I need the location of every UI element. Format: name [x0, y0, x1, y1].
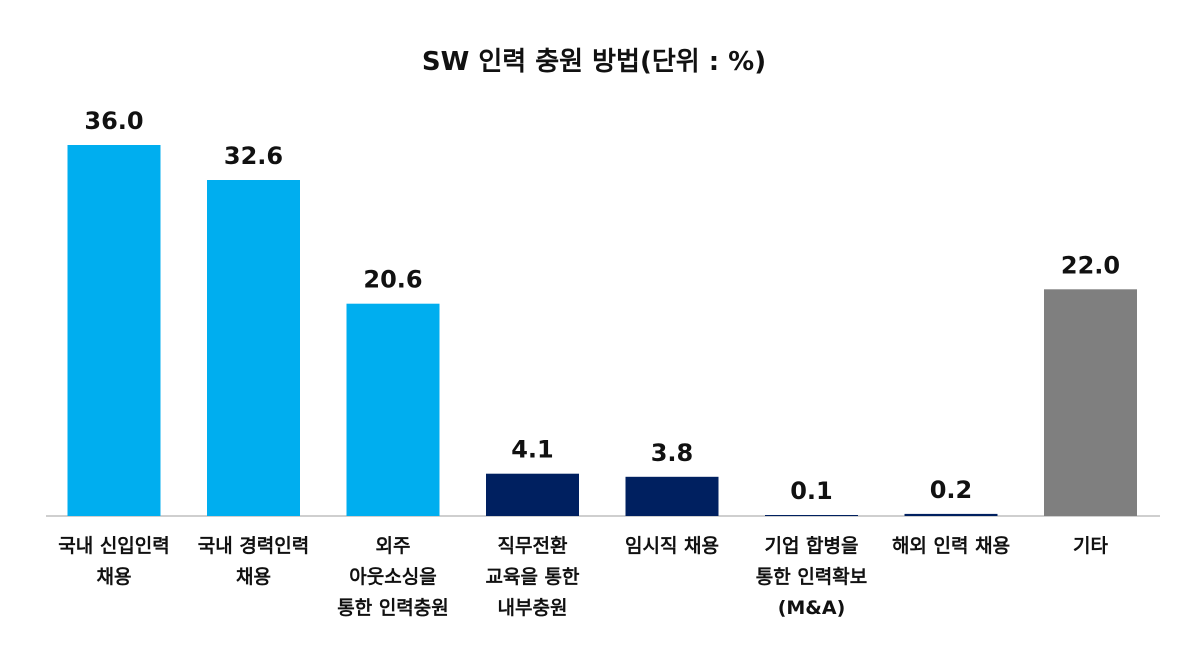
- value-label-3: 4.1: [511, 436, 554, 464]
- category-label-line: 기타: [1073, 535, 1108, 557]
- category-label-4: 임시직 채용: [625, 535, 719, 557]
- category-label-line: 통한 인력확보: [756, 565, 868, 588]
- category-label-6: 해외 인력 채용: [892, 535, 1010, 557]
- bar-1: [207, 180, 300, 516]
- value-label-0: 36.0: [84, 107, 143, 135]
- bar-3: [486, 473, 579, 516]
- chart-title: SW 인력 충원 방법(단위 : %): [422, 47, 766, 77]
- category-label-line: 해외 인력 채용: [892, 535, 1010, 557]
- bar-5: [765, 515, 858, 516]
- category-label-line: 채용: [97, 566, 132, 588]
- value-label-5: 0.1: [790, 477, 833, 505]
- value-label-2: 20.6: [363, 266, 422, 294]
- value-label-4: 3.8: [651, 439, 694, 467]
- bars-group: [67, 145, 1137, 516]
- category-label-line: 교육을 통한: [485, 566, 580, 588]
- category-label-line: 외주: [376, 535, 411, 557]
- category-label-line: 채용: [236, 566, 271, 588]
- value-labels-group: 36.0 32.6 20.6 4.1 3.8 0.1 0.2 22.0: [84, 107, 1120, 505]
- bar-4: [625, 476, 719, 516]
- category-label-line: 임시직 채용: [625, 535, 719, 557]
- category-label-line: 국내 신입인력: [58, 535, 170, 557]
- value-label-7: 22.0: [1061, 251, 1120, 279]
- bar-2: [346, 303, 440, 516]
- category-label-line: 직무전환: [498, 535, 568, 557]
- value-label-1: 32.6: [224, 142, 283, 170]
- category-label-line: (M&A): [778, 597, 846, 619]
- category-label-line: 통한 인력충원: [337, 597, 449, 619]
- bar-6: [904, 513, 998, 516]
- category-label-line: 내부충원: [498, 597, 568, 619]
- value-label-6: 0.2: [930, 476, 973, 504]
- category-label-line: 국내 경력인력: [198, 535, 310, 557]
- category-label-line: 아웃소싱을: [349, 566, 436, 588]
- bar-7: [1044, 289, 1137, 516]
- bar-0: [67, 145, 161, 516]
- category-label-line: 기업 합병을: [764, 535, 858, 557]
- category-label-7: 기타: [1073, 535, 1108, 557]
